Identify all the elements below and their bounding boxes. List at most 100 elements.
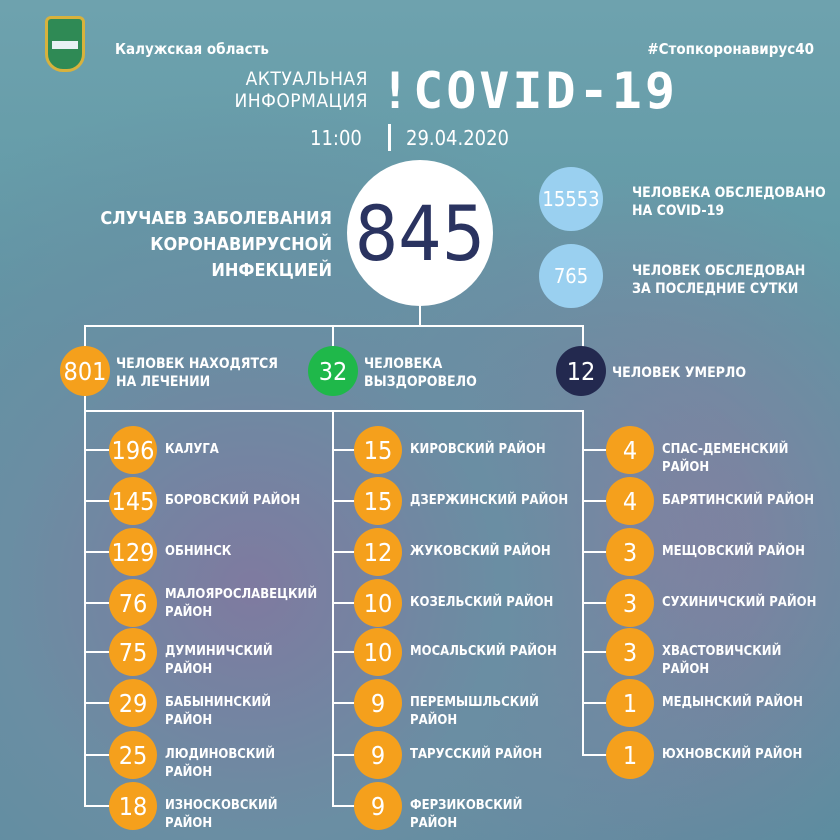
district-name: ХВАСТОВИЧСКИЙ РАЙОН bbox=[662, 644, 782, 677]
connector bbox=[583, 602, 609, 604]
district-name: БОРОВСКИЙ РАЙОН bbox=[165, 493, 301, 508]
subtitle-line-2: ИНФОРМАЦИЯ bbox=[234, 90, 368, 112]
connector bbox=[583, 754, 609, 756]
connector bbox=[583, 702, 609, 704]
connector bbox=[332, 410, 334, 807]
label-line: ЧЕЛОВЕКА bbox=[364, 356, 443, 372]
cases-label-line-2: КОРОНАВИРУСНОЙ ИНФЕКЦИЕЙ bbox=[150, 234, 332, 281]
district-name: ПЕРЕМЫШЛЬСКИЙ РАЙОН bbox=[410, 695, 539, 728]
label-line: НА ЛЕЧЕНИИ bbox=[116, 374, 211, 390]
connector bbox=[85, 651, 111, 653]
district-name: СПАС-ДЕМЕНСКИЙ РАЙОН bbox=[662, 442, 789, 475]
district-name: МЕЩОВСКИЙ РАЙОН bbox=[662, 544, 805, 559]
district-value: 9 bbox=[354, 782, 402, 830]
label-line: ЧЕЛОВЕК НАХОДЯТСЯ bbox=[116, 356, 278, 372]
status-value: 32 bbox=[308, 346, 358, 396]
connector bbox=[582, 325, 584, 355]
district-value: 1 bbox=[606, 731, 654, 779]
district-name: ТАРУССКИЙ РАЙОН bbox=[410, 747, 543, 762]
total-cases-value: 845 bbox=[347, 160, 493, 306]
district-name: МОСАЛЬСКИЙ РАЙОН bbox=[410, 644, 557, 659]
district-value: 4 bbox=[606, 426, 654, 474]
label-line: ЗА ПОСЛЕДНИЕ СУТКИ bbox=[632, 281, 799, 297]
district-value: 10 bbox=[354, 628, 402, 676]
district-name: ДУМИНИЧСКИЙ РАЙОН bbox=[165, 644, 273, 677]
tests-total-label: ЧЕЛОВЕКА ОБСЛЕДОВАНО НА COVID-19 bbox=[632, 184, 832, 220]
district-value: 1 bbox=[606, 679, 654, 727]
status-label: ЧЕЛОВЕК НАХОДЯТСЯ НА ЛЕЧЕНИИ bbox=[116, 355, 286, 391]
hashtag: #Стопкоронавирус40 bbox=[647, 40, 814, 58]
connector bbox=[583, 449, 609, 451]
connector bbox=[583, 551, 609, 553]
district-name: МЕДЫНСКИЙ РАЙОН bbox=[662, 695, 803, 710]
connector bbox=[333, 602, 359, 604]
connector bbox=[85, 500, 111, 502]
connector bbox=[333, 651, 359, 653]
district-value: 76 bbox=[109, 579, 157, 627]
cases-label: СЛУЧАЕВ ЗАБОЛЕВАНИЯ КОРОНАВИРУСНОЙ ИНФЕКЦ… bbox=[30, 206, 332, 284]
connector bbox=[333, 551, 359, 553]
connector bbox=[85, 551, 111, 553]
district-value: 29 bbox=[109, 679, 157, 727]
connector bbox=[333, 702, 359, 704]
connector bbox=[85, 805, 111, 807]
subtitle-line-1: АКТУАЛЬНАЯ bbox=[245, 68, 368, 90]
region-name: Калужская область bbox=[115, 40, 269, 58]
district-name: ОБНИНСК bbox=[165, 544, 232, 559]
time: 11:00 bbox=[310, 126, 362, 150]
label-line: ЧЕЛОВЕК ОБСЛЕДОВАН bbox=[632, 263, 806, 279]
connector bbox=[84, 410, 584, 412]
connector bbox=[85, 754, 111, 756]
connector bbox=[582, 410, 584, 756]
label-line: ЧЕЛОВЕКА ОБСЛЕДОВАНО bbox=[632, 185, 826, 201]
district-name: ФЕРЗИКОВСКИЙ РАЙОН bbox=[410, 798, 523, 831]
district-value: 3 bbox=[606, 579, 654, 627]
status-value: 801 bbox=[60, 346, 110, 396]
tests-total-value: 15553 bbox=[539, 167, 603, 231]
date: 29.04.2020 bbox=[406, 126, 509, 150]
status-value: 12 bbox=[556, 346, 606, 396]
district-name: БАРЯТИНСКИЙ РАЙОН bbox=[662, 493, 815, 508]
district-value: 3 bbox=[606, 628, 654, 676]
district-name: МАЛОЯРОСЛАВЕЦКИЙ РАЙОН bbox=[165, 587, 318, 620]
district-value: 15 bbox=[354, 426, 402, 474]
district-value: 75 bbox=[109, 628, 157, 676]
district-value: 9 bbox=[354, 679, 402, 727]
connector bbox=[84, 325, 86, 355]
tests-daily-value: 765 bbox=[539, 244, 603, 308]
district-value: 196 bbox=[109, 426, 157, 474]
district-value: 25 bbox=[109, 731, 157, 779]
district-value: 129 bbox=[109, 528, 157, 576]
divider bbox=[388, 124, 391, 151]
connector bbox=[333, 449, 359, 451]
cases-label-line-1: СЛУЧАЕВ ЗАБОЛЕВАНИЯ bbox=[100, 208, 332, 229]
connector bbox=[583, 500, 609, 502]
district-value: 15 bbox=[354, 477, 402, 525]
tests-daily-label: ЧЕЛОВЕК ОБСЛЕДОВАН ЗА ПОСЛЕДНИЕ СУТКИ bbox=[632, 262, 832, 298]
district-name: ИЗНОСКОВСКИЙ РАЙОН bbox=[165, 798, 278, 831]
district-value: 10 bbox=[354, 579, 402, 627]
status-label: ЧЕЛОВЕКА ВЫЗДОРОВЕЛО bbox=[364, 355, 534, 391]
district-name: КАЛУГА bbox=[165, 442, 219, 457]
page-title: !COVID-19 bbox=[380, 62, 678, 120]
label-line: ВЫЗДОРОВЕЛО bbox=[364, 374, 477, 390]
connector bbox=[419, 300, 421, 327]
connector bbox=[85, 449, 111, 451]
connector bbox=[333, 805, 359, 807]
subtitle: АКТУАЛЬНАЯ ИНФОРМАЦИЯ bbox=[200, 68, 368, 112]
connector bbox=[84, 325, 584, 327]
connector bbox=[85, 602, 111, 604]
district-name: БАБЫНИНСКИЙ РАЙОН bbox=[165, 695, 272, 728]
district-value: 18 bbox=[109, 782, 157, 830]
label-line: ЧЕЛОВЕК УМЕРЛО bbox=[612, 365, 747, 381]
connector bbox=[583, 651, 609, 653]
district-name: ЮХНОВСКИЙ РАЙОН bbox=[662, 747, 803, 762]
connector bbox=[332, 325, 334, 355]
district-name: ДЗЕРЖИНСКИЙ РАЙОН bbox=[410, 493, 569, 508]
district-name: ЖУКОВСКИЙ РАЙОН bbox=[410, 544, 551, 559]
connector bbox=[333, 500, 359, 502]
district-name: КИРОВСКИЙ РАЙОН bbox=[410, 442, 546, 457]
status-label: ЧЕЛОВЕК УМЕРЛО bbox=[612, 364, 782, 382]
district-value: 9 bbox=[354, 731, 402, 779]
district-name: ЛЮДИНОВСКИЙ РАЙОН bbox=[165, 747, 276, 780]
